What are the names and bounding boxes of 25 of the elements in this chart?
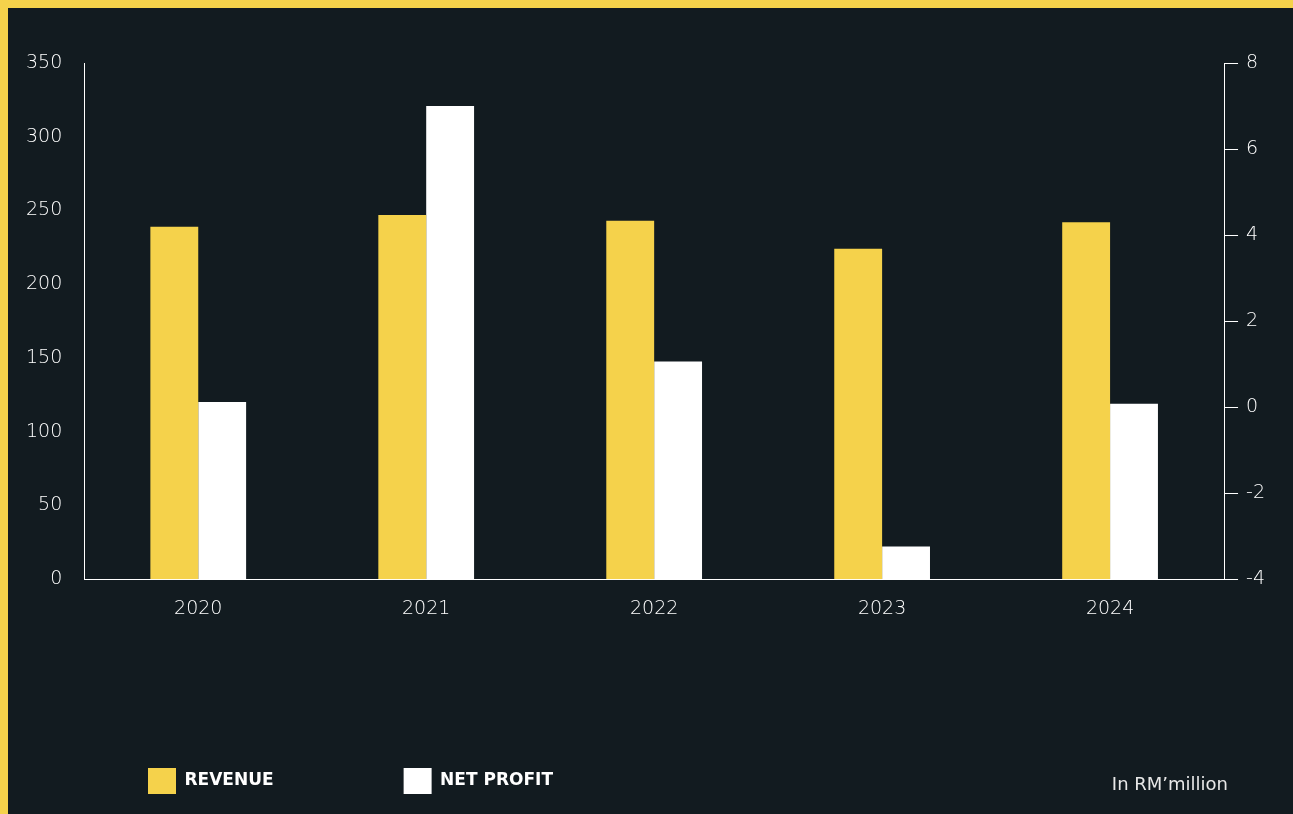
y2-tick-label: 8 <box>1246 49 1259 72</box>
y-tick-label: 300 <box>26 123 63 146</box>
y-tick-label: 0 <box>50 566 63 589</box>
x-tick-label: 2023 <box>857 595 907 618</box>
y2-tick-label: -4 <box>1246 566 1266 589</box>
bar <box>1062 222 1111 580</box>
x-tick-label: 2022 <box>629 595 679 618</box>
text: In RM’million <box>1111 773 1228 794</box>
y-tick-label: 50 <box>38 492 63 515</box>
y2-tick-label: 4 <box>1246 222 1259 244</box>
legend-label: REVENUE <box>184 769 274 790</box>
y2-tick-label: 0 <box>1246 394 1259 417</box>
y-tick-label: 350 <box>26 49 63 72</box>
y2-tick-label: -2 <box>1246 480 1266 503</box>
x-tick-label: 2021 <box>402 595 451 618</box>
y-tick-label: 150 <box>26 344 63 367</box>
y2-tick-label: 6 <box>1246 135 1259 158</box>
legend-label: NET PROFIT <box>440 769 554 790</box>
y-tick-label: 100 <box>26 418 63 441</box>
bar <box>834 248 883 580</box>
x-tick-label: 2020 <box>174 595 223 618</box>
y-tick-label: 250 <box>26 197 63 220</box>
y2-tick-label: 2 <box>1246 308 1259 331</box>
y-tick-label: 200 <box>26 271 63 294</box>
x-tick-label: 2024 <box>1085 595 1135 618</box>
